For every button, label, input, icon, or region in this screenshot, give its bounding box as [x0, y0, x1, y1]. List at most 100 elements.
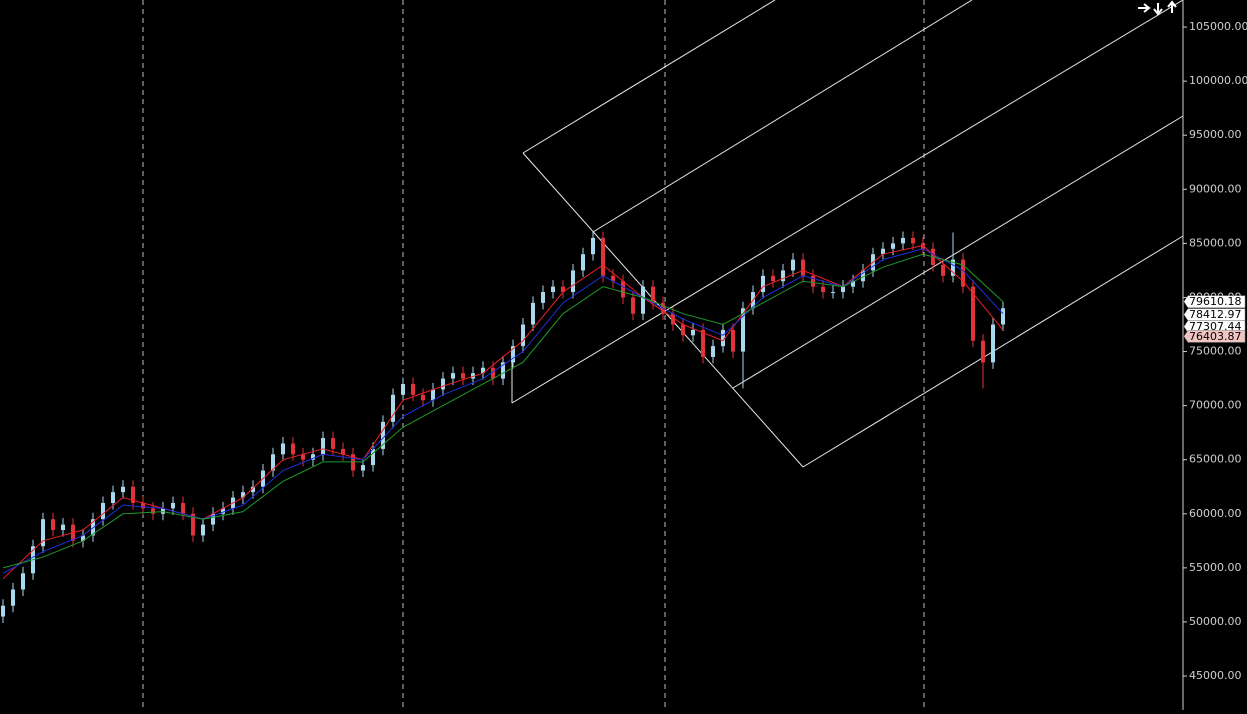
y-tick-label: 50000.00: [1189, 615, 1242, 628]
candle-body: [991, 324, 995, 363]
pitchfork: [511, 0, 1184, 468]
candle-body: [801, 259, 805, 276]
candle-body: [851, 281, 855, 287]
candle-body: [111, 492, 115, 503]
candle-body: [131, 486, 135, 503]
candle-body: [551, 286, 555, 293]
toolbar-arrows[interactable]: [1138, 0, 1177, 16]
candle-body: [631, 297, 635, 314]
price-tag-box: [1183, 308, 1246, 321]
price-tag-label: 77307.44: [1189, 320, 1242, 333]
y-tick-label: 90000.00: [1189, 182, 1242, 195]
candle-body: [391, 394, 395, 422]
candle-body: [891, 243, 895, 249]
candle-body: [351, 454, 355, 471]
candle-body: [761, 275, 765, 293]
candle-body: [51, 519, 55, 531]
candle-body: [491, 367, 495, 379]
y-tick-label: 65000.00: [1189, 453, 1242, 466]
candle-body: [861, 270, 865, 282]
candle-body: [451, 373, 455, 379]
price-tag: 77307.44: [1183, 320, 1246, 333]
candle-body: [81, 535, 85, 541]
candle-body: [681, 324, 685, 336]
y-tick-label: 55000.00: [1189, 561, 1242, 574]
candle-body: [1001, 308, 1005, 325]
candle-body: [511, 346, 515, 363]
candle-body: [61, 524, 65, 531]
price-tag-box: [1183, 330, 1246, 343]
pitchfork-line: [511, 0, 1184, 404]
candle-body: [331, 438, 335, 449]
candle-body: [961, 259, 965, 287]
candle-body: [561, 286, 565, 293]
price-tag-label: 79610.18: [1189, 295, 1242, 308]
price-tag-label: 78412.97: [1189, 308, 1242, 321]
candle-body: [211, 513, 215, 525]
moving-average: [2, 248, 1004, 574]
candle-body: [181, 502, 185, 514]
candle-body: [771, 275, 775, 282]
candle-body: [601, 237, 605, 276]
candle-body: [251, 486, 255, 493]
pitchfork-line: [732, 115, 1184, 389]
y-tick-label: 70000.00: [1189, 399, 1242, 412]
candle-body: [811, 275, 815, 287]
candle-body: [641, 286, 645, 314]
candle-body: [731, 329, 735, 352]
candle-body: [191, 513, 195, 536]
candle-body: [431, 389, 435, 401]
candle-body: [361, 465, 365, 471]
candle-body: [471, 373, 475, 379]
candle-body: [831, 292, 835, 294]
candle-body: [411, 383, 415, 395]
price-tag-box: [1183, 295, 1246, 308]
candle-body: [371, 448, 375, 466]
candle-body: [311, 454, 315, 460]
candle-body: [951, 259, 955, 276]
candle-body: [121, 486, 125, 493]
y-tick-label: 100000.00: [1189, 74, 1247, 87]
candle-body: [301, 454, 305, 460]
candle-body: [881, 248, 885, 255]
price-tag: 79610.18: [1183, 295, 1246, 308]
candle-body: [241, 492, 245, 498]
pitchfork-line: [522, 0, 776, 154]
candle-body: [701, 329, 705, 357]
candle-body: [691, 329, 695, 336]
candle-body: [971, 286, 975, 341]
period-separators: [142, 0, 925, 710]
candle-body: [611, 275, 615, 282]
candle-body: [501, 362, 505, 379]
candle-body: [21, 573, 25, 590]
candle-body: [721, 329, 725, 347]
y-tick-label: 85000.00: [1189, 236, 1242, 249]
candle-body: [581, 254, 585, 271]
candle-body: [101, 502, 105, 520]
candle-body: [841, 286, 845, 293]
candle-body: [941, 265, 945, 276]
candle-body: [441, 378, 445, 390]
candle-body: [321, 438, 325, 455]
candle-body: [541, 292, 545, 303]
arrow-up[interactable]: [1167, 0, 1177, 13]
candle-body: [791, 259, 795, 271]
arrow-down[interactable]: [1153, 3, 1163, 16]
candle-body: [141, 502, 145, 509]
price-tag: 78412.97: [1183, 308, 1246, 321]
candle-body: [621, 281, 625, 298]
y-tick-label: 105000.00: [1189, 20, 1247, 33]
candle-body: [461, 373, 465, 379]
arrow-right[interactable]: [1138, 3, 1151, 13]
candle-body: [41, 519, 45, 547]
candle-body: [421, 394, 425, 401]
candle-body: [151, 508, 155, 514]
y-tick-label: 75000.00: [1189, 345, 1242, 358]
candle-body: [651, 286, 655, 303]
candle-body: [401, 383, 405, 395]
y-tick-label: 45000.00: [1189, 669, 1242, 682]
candle-body: [271, 454, 275, 471]
